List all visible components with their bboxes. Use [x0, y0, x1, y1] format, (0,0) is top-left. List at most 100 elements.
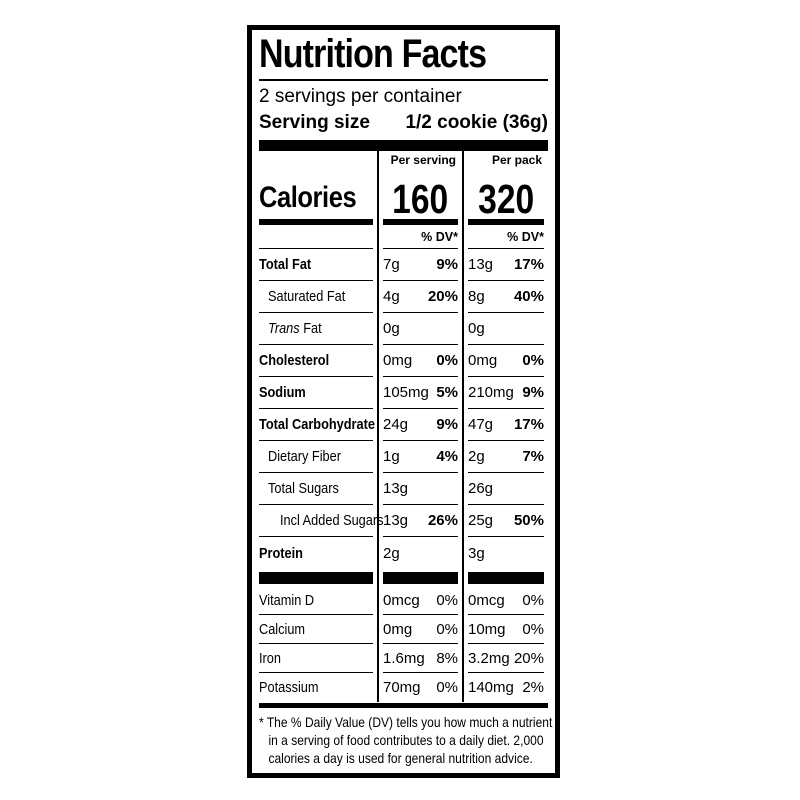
calories-word: Calories — [259, 181, 357, 214]
nutrient-amount: 0mcg — [383, 591, 420, 609]
nutrient-amount: 2g — [468, 448, 485, 465]
nutrient-name-cell: Trans Fat — [259, 313, 373, 345]
nutrient-daily-value: 9% — [522, 384, 544, 401]
nutrient-name: Potassium — [259, 679, 319, 696]
dv-header-per-pack: % DV* — [468, 225, 544, 249]
nutrient-amount: 105mg — [383, 384, 429, 401]
nutrient-name-cell: Cholesterol — [259, 345, 373, 377]
nutrient-daily-value: 0% — [522, 620, 544, 638]
label-title-text: Nutrition Facts — [259, 32, 487, 76]
thick-bar-fill — [259, 571, 373, 584]
nutrient-amount: 70mg — [383, 679, 421, 696]
nutrient-value-cell: 8g 40% — [468, 281, 544, 313]
nutrition-facts-label: Nutrition Facts 2 servings per container… — [247, 25, 560, 778]
nutrient-value-cell: 13g 17% — [468, 249, 544, 281]
nutrient-daily-value: 0% — [522, 591, 544, 609]
nutrient-amount: 1g — [383, 448, 400, 465]
nutrient-amount: 47g — [468, 416, 494, 433]
nutrient-name: Total Fat — [259, 256, 312, 273]
nutrient-value-cell: 105mg 5% — [383, 377, 458, 409]
nutrient-name: Iron — [259, 649, 281, 667]
nutrient-value-cell: 3.2mg 20% — [468, 644, 544, 673]
label-title: Nutrition Facts — [259, 34, 548, 77]
nutrient-daily-value: 50% — [513, 512, 544, 529]
nutrient-amount: 0mcg — [468, 591, 505, 609]
nutrient-amount: 24g — [383, 416, 409, 433]
footnote-line: in a serving of food contributes to a da… — [268, 731, 544, 748]
nutrient-amount: 4g — [383, 288, 400, 305]
nutrient-value-cell: 0mg 0% — [468, 345, 544, 377]
nutrient-amount: 0g — [383, 320, 400, 337]
nutrient-name-cell: Vitamin D — [259, 586, 373, 615]
nutrient-name: Dietary Fiber — [268, 448, 341, 465]
nutrient-value-cell: 1.6mg 8% — [383, 644, 458, 673]
nutrient-daily-value: 2% — [522, 679, 544, 696]
calories-underline-bar — [383, 219, 458, 225]
nutrient-daily-value: 7% — [522, 448, 544, 465]
nutrient-amount: 210mg — [468, 384, 514, 401]
nutrient-value-cell: 1g 4% — [383, 441, 458, 473]
calories-per-serving-cell: Per serving 160 — [383, 151, 458, 225]
serving-size-row: Serving size 1/2 cookie (36g) — [259, 110, 548, 136]
nutrient-amount: 3g — [468, 544, 485, 562]
nutrient-daily-value: 0% — [436, 679, 458, 696]
nutrient-value-cell: 10mg 0% — [468, 615, 544, 644]
nutrient-name-cell: Saturated Fat — [259, 281, 373, 313]
nutrient-daily-value: 0% — [522, 352, 544, 369]
nutrient-daily-value: 4% — [436, 448, 458, 465]
per-serving-column: Per serving 160 % DV* 7g 9% 4g 20% 0g 0mg 0% 10… — [377, 151, 464, 702]
nutrient-amount: 0mg — [383, 620, 413, 638]
footnote-line: calories a day is used for general nutri… — [268, 749, 533, 766]
nutrient-amount: 13g — [468, 256, 494, 273]
nutrient-value-cell: 2g 7% — [468, 441, 544, 473]
nutrient-name: Calcium — [259, 620, 306, 638]
nutrient-amount: 10mg — [468, 620, 506, 638]
nutrient-value-cell: 47g 17% — [468, 409, 544, 441]
nutrient-daily-value: 9% — [436, 416, 458, 433]
nutrient-value-cell: 0mcg 0% — [468, 586, 544, 615]
nutrient-name-cell: Dietary Fiber — [259, 441, 373, 473]
thick-bar-fill — [383, 571, 458, 584]
nutrient-amount: 0mg — [383, 352, 413, 369]
footnote-divider — [259, 703, 548, 708]
nutrient-amount: 2g — [383, 544, 400, 562]
title-divider — [259, 79, 548, 81]
calories-underline-bar — [259, 219, 373, 225]
nutrient-amount: 13g — [383, 512, 409, 529]
nutrient-amount: 0g — [468, 320, 485, 337]
dv-header-spacer — [259, 225, 373, 249]
nutrient-daily-value: 0% — [436, 352, 458, 369]
nutrition-table: Calories Total Fat Saturated Fat Trans Fat… — [259, 151, 548, 702]
nutrient-name: Sodium — [259, 384, 306, 401]
nutrient-name: Total Carbohydrate — [259, 416, 375, 433]
calories-per-pack-value: 320 — [477, 176, 535, 223]
nutrient-daily-value: 5% — [436, 384, 458, 401]
nutrient-amount: 26g — [468, 480, 494, 497]
nutrient-amount: 7g — [383, 256, 400, 273]
thick-bar-fill — [468, 571, 544, 584]
calories-underline-bar — [468, 219, 544, 225]
per-serving-header: Per serving — [390, 153, 456, 167]
nutrient-amount: 13g — [383, 480, 409, 497]
nutrient-value-cell: 25g 50% — [468, 505, 544, 537]
calories-per-serving-value: 160 — [392, 176, 449, 223]
footnote-line: * The % Daily Value (DV) tells you how m… — [259, 713, 553, 730]
nutrient-value-cell: 3g — [468, 537, 544, 569]
nutrient-amount: 25g — [468, 512, 494, 529]
nutrient-daily-value: 0% — [436, 591, 458, 609]
nutrient-name-cell: Calcium — [259, 615, 373, 644]
nutrient-value-cell: 2g — [383, 537, 458, 569]
dv-header-per-serving: % DV* — [383, 225, 458, 249]
section-thick-bar — [468, 569, 544, 586]
nutrient-daily-value: 9% — [436, 256, 458, 273]
nutrient-name-cell: Potassium — [259, 673, 373, 702]
nutrient-value-cell: 0g — [383, 313, 458, 345]
nutrient-name-cell: Incl Added Sugars — [259, 505, 384, 537]
nutrient-name-cell: Protein — [259, 537, 373, 569]
nutrient-daily-value: 8% — [436, 649, 458, 667]
nutrient-value-cell: 26g — [468, 473, 544, 505]
nutrient-value-cell: 140mg 2% — [468, 673, 544, 702]
nutrient-name: Saturated Fat — [268, 288, 346, 305]
nutrient-name-cell: Total Sugars — [259, 473, 373, 505]
nutrient-daily-value: 17% — [513, 416, 544, 433]
